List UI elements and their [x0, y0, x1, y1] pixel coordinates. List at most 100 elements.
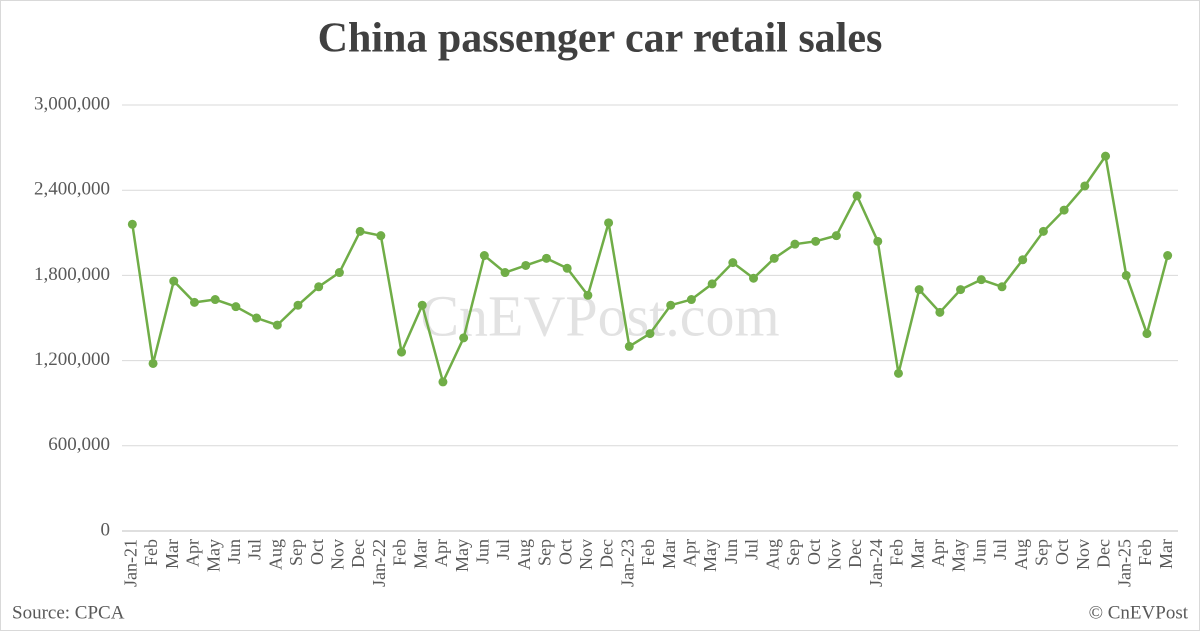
data-point — [521, 260, 531, 270]
data-point — [397, 347, 407, 357]
source-note: Source: CPCA — [12, 602, 125, 623]
data-point — [1080, 181, 1090, 191]
data-point — [790, 239, 800, 249]
data-point — [355, 226, 365, 236]
data-point — [272, 320, 282, 330]
data-point — [583, 290, 593, 300]
data-point — [624, 341, 634, 351]
x-tick-label: Jan-23 — [617, 539, 637, 587]
x-tick-label: May — [949, 539, 969, 572]
data-point — [1142, 329, 1152, 339]
data-point — [148, 358, 158, 368]
data-point — [831, 231, 841, 241]
data-point — [852, 191, 862, 201]
data-point — [666, 300, 676, 310]
data-point — [1038, 226, 1048, 236]
y-tick-label: 600,000 — [48, 434, 110, 455]
data-point — [562, 263, 572, 273]
data-point — [459, 333, 469, 343]
data-point — [707, 279, 717, 289]
data-point — [997, 282, 1007, 292]
data-point — [127, 219, 137, 229]
x-tick-label: Jul — [493, 539, 513, 560]
data-point — [1121, 270, 1131, 280]
data-point — [438, 377, 448, 387]
data-point — [1018, 255, 1028, 265]
data-point — [252, 313, 262, 323]
data-point — [604, 218, 614, 228]
x-tick-label: Apr — [928, 539, 948, 567]
data-point — [1101, 151, 1111, 161]
x-tick-label: Mar — [1156, 539, 1176, 569]
data-point — [293, 300, 303, 310]
data-point — [376, 231, 386, 241]
x-tick-label: Aug — [762, 539, 782, 570]
data-point — [645, 329, 655, 339]
data-point — [976, 275, 986, 285]
x-tick-label: Nov — [576, 539, 596, 570]
x-tick-label: Jun — [969, 539, 989, 564]
x-tick-label: Aug — [514, 539, 534, 570]
watermark: CnEVPost.com — [420, 283, 779, 348]
x-tick-label: Sep — [286, 539, 306, 566]
data-point — [417, 300, 427, 310]
y-tick-label: 1,200,000 — [34, 349, 110, 370]
data-point — [189, 297, 199, 307]
x-tick-label: Dec — [845, 539, 865, 568]
data-point — [769, 253, 779, 263]
y-tick-label: 1,800,000 — [34, 264, 110, 285]
data-point — [728, 258, 738, 268]
x-tick-label: Nov — [824, 539, 844, 570]
x-tick-label: Apr — [431, 539, 451, 567]
x-tick-label: Jan-24 — [866, 539, 886, 587]
x-tick-label: Mar — [162, 539, 182, 569]
x-tick-label: Feb — [390, 539, 410, 566]
x-tick-label: Mar — [659, 539, 679, 569]
x-tick-label: Oct — [307, 539, 327, 565]
x-tick-label: Mar — [907, 539, 927, 569]
data-point — [231, 302, 241, 312]
data-point — [956, 285, 966, 295]
data-point — [1059, 205, 1069, 215]
x-tick-label: Nov — [1073, 539, 1093, 570]
x-tick-label: Dec — [1094, 539, 1114, 568]
x-tick-label: Mar — [410, 539, 430, 569]
x-tick-label: Oct — [804, 539, 824, 565]
x-tick-label: Jan-25 — [1114, 539, 1134, 587]
data-point — [914, 285, 924, 295]
x-tick-label: Feb — [638, 539, 658, 566]
x-tick-label: May — [452, 539, 472, 572]
data-point — [169, 276, 179, 286]
x-tick-label: Nov — [328, 539, 348, 570]
x-tick-label: Dec — [597, 539, 617, 568]
x-tick-label: Jul — [990, 539, 1010, 560]
chart-title: China passenger car retail sales — [318, 16, 883, 62]
x-tick-label: Jul — [245, 539, 265, 560]
data-point — [314, 282, 324, 292]
data-point — [686, 295, 696, 305]
x-tick-label: May — [700, 539, 720, 572]
data-point — [334, 268, 344, 278]
x-tick-label: Sep — [1032, 539, 1052, 566]
x-tick-label: Sep — [783, 539, 803, 566]
x-tick-label: Jan-21 — [120, 539, 140, 587]
data-point — [811, 236, 821, 246]
x-tick-label: Dec — [348, 539, 368, 568]
x-tick-label: Jun — [224, 539, 244, 564]
x-tick-label: Aug — [265, 539, 285, 570]
x-tick-label: Feb — [887, 539, 907, 566]
x-tick-label: Oct — [555, 539, 575, 565]
x-tick-label: Feb — [1135, 539, 1155, 566]
x-tick-label: Aug — [1011, 539, 1031, 570]
credit-note: © CnEVPost — [1089, 602, 1189, 623]
x-tick-label: Jan-22 — [369, 539, 389, 587]
data-point — [500, 268, 510, 278]
data-point — [893, 368, 903, 378]
y-tick-label: 2,400,000 — [34, 179, 110, 200]
x-tick-label: Apr — [183, 539, 203, 567]
data-point — [935, 307, 945, 317]
x-tick-label: Apr — [680, 539, 700, 567]
y-tick-label: 3,000,000 — [34, 93, 110, 114]
